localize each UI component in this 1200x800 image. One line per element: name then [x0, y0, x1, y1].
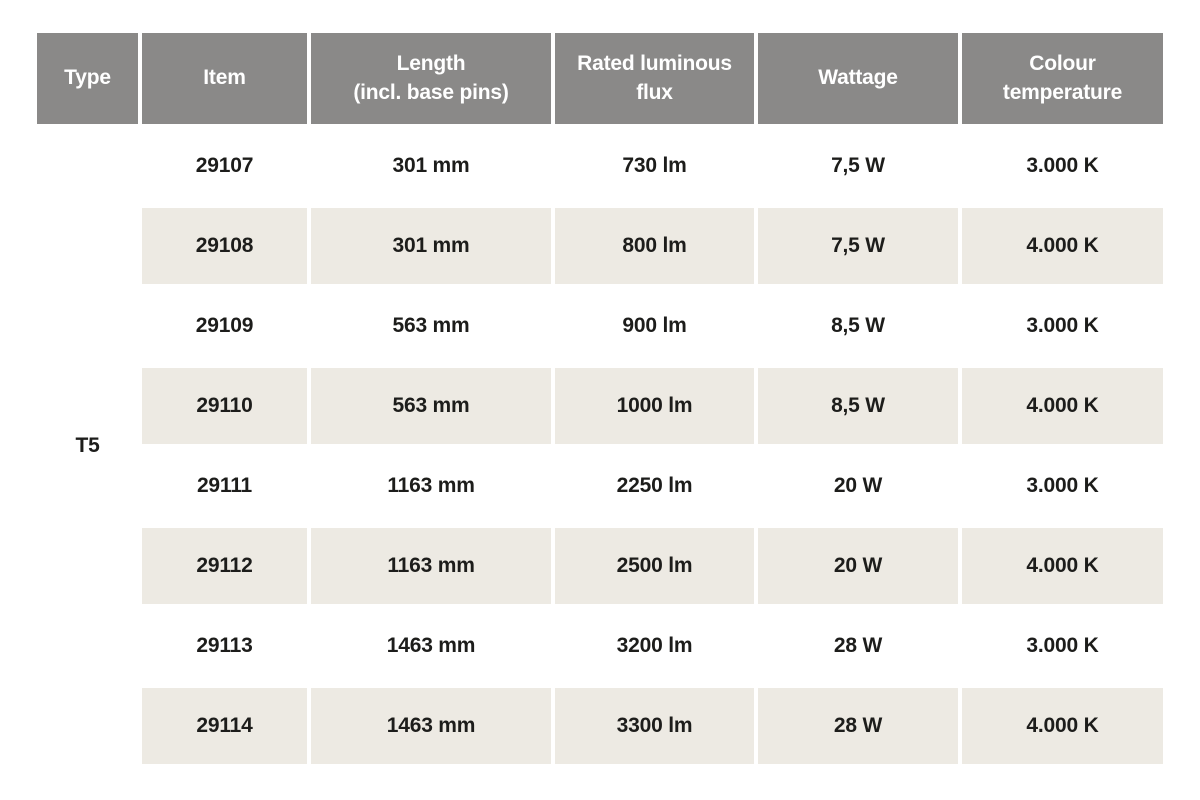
cell-item: 29110: [142, 368, 307, 444]
cell-colour-temp: 4.000 K: [962, 208, 1163, 284]
cell-wattage: 20 W: [758, 448, 958, 524]
cell-flux: 800 lm: [555, 208, 754, 284]
cell-colour-temp: 4.000 K: [962, 528, 1163, 604]
header-cell-type: Type: [37, 33, 138, 124]
cell-colour-temp: 4.000 K: [962, 688, 1163, 764]
cell-item: 29108: [142, 208, 307, 284]
cell-item: 29111: [142, 448, 307, 524]
cell-colour-temp: 3.000 K: [962, 448, 1163, 524]
cell-flux: 730 lm: [555, 128, 754, 204]
cell-length: 1463 mm: [311, 688, 551, 764]
cell-item: 29109: [142, 288, 307, 364]
cell-wattage: 28 W: [758, 608, 958, 684]
header-cell-length: Length (incl. base pins): [311, 33, 551, 124]
cell-colour-temp: 3.000 K: [962, 608, 1163, 684]
spec-table: Type Item Length (incl. base pins) Rated…: [37, 33, 1163, 764]
cell-item: 29113: [142, 608, 307, 684]
cell-length: 301 mm: [311, 208, 551, 284]
cell-item: 29112: [142, 528, 307, 604]
cell-item: 29107: [142, 128, 307, 204]
cell-length: 1163 mm: [311, 528, 551, 604]
cell-wattage: 28 W: [758, 688, 958, 764]
cell-wattage: 8,5 W: [758, 368, 958, 444]
cell-length: 1463 mm: [311, 608, 551, 684]
cell-item: 29114: [142, 688, 307, 764]
cell-colour-temp: 4.000 K: [962, 368, 1163, 444]
header-cell-colour-temp: Colour temperature: [962, 33, 1163, 124]
cell-length: 1163 mm: [311, 448, 551, 524]
cell-wattage: 8,5 W: [758, 288, 958, 364]
cell-wattage: 20 W: [758, 528, 958, 604]
cell-flux: 2250 lm: [555, 448, 754, 524]
cell-wattage: 7,5 W: [758, 128, 958, 204]
cell-wattage: 7,5 W: [758, 208, 958, 284]
header-cell-wattage: Wattage: [758, 33, 958, 124]
cell-flux: 3200 lm: [555, 608, 754, 684]
cell-length: 563 mm: [311, 368, 551, 444]
cell-flux: 2500 lm: [555, 528, 754, 604]
type-cell: T5: [37, 128, 138, 764]
cell-flux: 3300 lm: [555, 688, 754, 764]
cell-flux: 1000 lm: [555, 368, 754, 444]
cell-colour-temp: 3.000 K: [962, 288, 1163, 364]
cell-flux: 900 lm: [555, 288, 754, 364]
cell-length: 301 mm: [311, 128, 551, 204]
header-cell-item: Item: [142, 33, 307, 124]
header-cell-flux: Rated luminous flux: [555, 33, 754, 124]
cell-length: 563 mm: [311, 288, 551, 364]
cell-colour-temp: 3.000 K: [962, 128, 1163, 204]
